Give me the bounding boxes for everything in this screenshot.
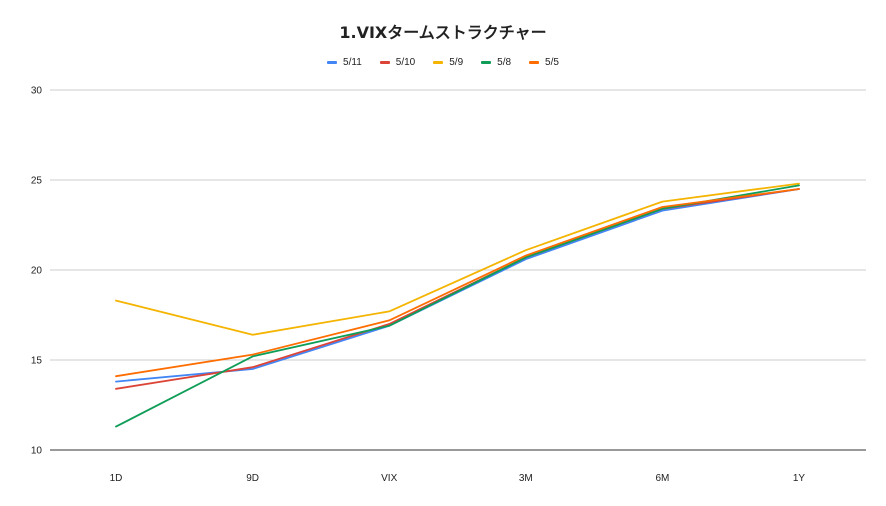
series-line <box>115 182 800 336</box>
x-tick-label: VIX <box>381 473 397 484</box>
x-tick-label: 6M <box>655 473 669 484</box>
legend-label: 5/9 <box>449 56 464 68</box>
legend-label: 5/11 <box>343 56 362 68</box>
x-tick-label: 9D <box>246 473 259 484</box>
y-tick-label: 25 <box>31 176 43 187</box>
legend-label: 5/5 <box>545 56 559 68</box>
legend-item[interactable]: 5/11 <box>327 57 362 68</box>
series-line <box>115 188 800 378</box>
x-tick-label: 1D <box>110 473 123 484</box>
legend-swatch <box>379 60 390 64</box>
x-tick-label: 1Y <box>793 473 806 484</box>
series-line <box>115 184 800 428</box>
legend-swatch <box>529 60 540 64</box>
legend-item[interactable]: 5/10 <box>379 56 416 68</box>
chart-title: 1.VIXタームストラクチャー <box>339 23 547 42</box>
legend-swatch <box>327 60 338 64</box>
legend-swatch <box>481 60 492 64</box>
legend-item[interactable]: 5/9 <box>433 57 463 68</box>
series-line <box>115 188 800 383</box>
legend-label: 5/8 <box>497 56 512 68</box>
legend-item[interactable]: 5/5 <box>529 57 559 68</box>
legend-swatch <box>433 60 444 64</box>
y-tick-label: 10 <box>31 446 43 457</box>
legend-label: 5/10 <box>395 56 416 68</box>
y-tick-label: 15 <box>31 356 43 367</box>
y-tick-label: 30 <box>31 86 43 97</box>
y-tick-label: 20 <box>31 266 43 277</box>
x-tick-label: 3M <box>519 473 533 484</box>
legend-item[interactable]: 5/8 <box>481 57 511 68</box>
legend: 5/11 5/10 5/9 5/8 5/5 <box>0 55 886 69</box>
